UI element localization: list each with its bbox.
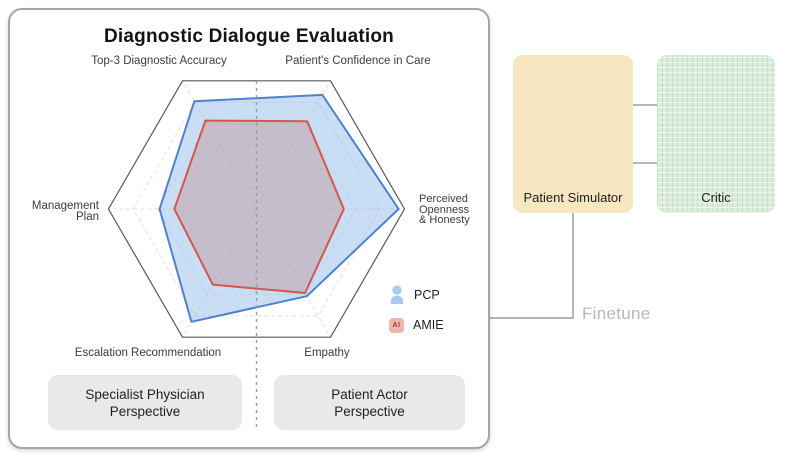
- axis-label-patients-confidence: Patient's Confidence in Care: [285, 55, 431, 67]
- critic-box: Critic: [657, 55, 775, 213]
- evaluation-card: Diagnostic Dialogue Evaluation Top-3 Dia…: [8, 8, 490, 449]
- finetune-label: Finetune: [582, 304, 651, 323]
- patient-simulator-label: Patient Simulator: [523, 190, 623, 205]
- legend-row-amie: AI AMIE: [389, 314, 444, 336]
- legend-label-amie: AMIE: [413, 318, 444, 332]
- amie-ai-icon: AI: [389, 317, 404, 333]
- patient-actor-perspective-box: Patient Actor Perspective: [274, 375, 465, 430]
- axis-label-perceived-openness: Perceived Openness & Honesty: [419, 193, 470, 226]
- axis-label-escalation-recommendation: Escalation Recommendation: [74, 347, 222, 359]
- chart-legend: PCP AI AMIE: [389, 284, 444, 344]
- specialist-physician-perspective-box: Specialist Physician Perspective: [48, 375, 242, 430]
- legend-row-pcp: PCP: [389, 284, 444, 306]
- radar-chart: [107, 80, 406, 429]
- finetune-link: [490, 213, 574, 319]
- pcp-person-icon: [390, 285, 404, 304]
- axis-label-empathy: Empathy: [304, 347, 350, 359]
- axis-label-management-plan: Management Plan: [31, 200, 99, 223]
- critic-label: Critic: [701, 190, 731, 205]
- card-title: Diagnostic Dialogue Evaluation: [104, 26, 394, 47]
- legend-label-pcp: PCP: [414, 288, 440, 302]
- patient-simulator-box: Patient Simulator: [513, 55, 633, 213]
- axis-label-top3-diagnostic-accuracy: Top-3 Diagnostic Accuracy: [91, 55, 227, 67]
